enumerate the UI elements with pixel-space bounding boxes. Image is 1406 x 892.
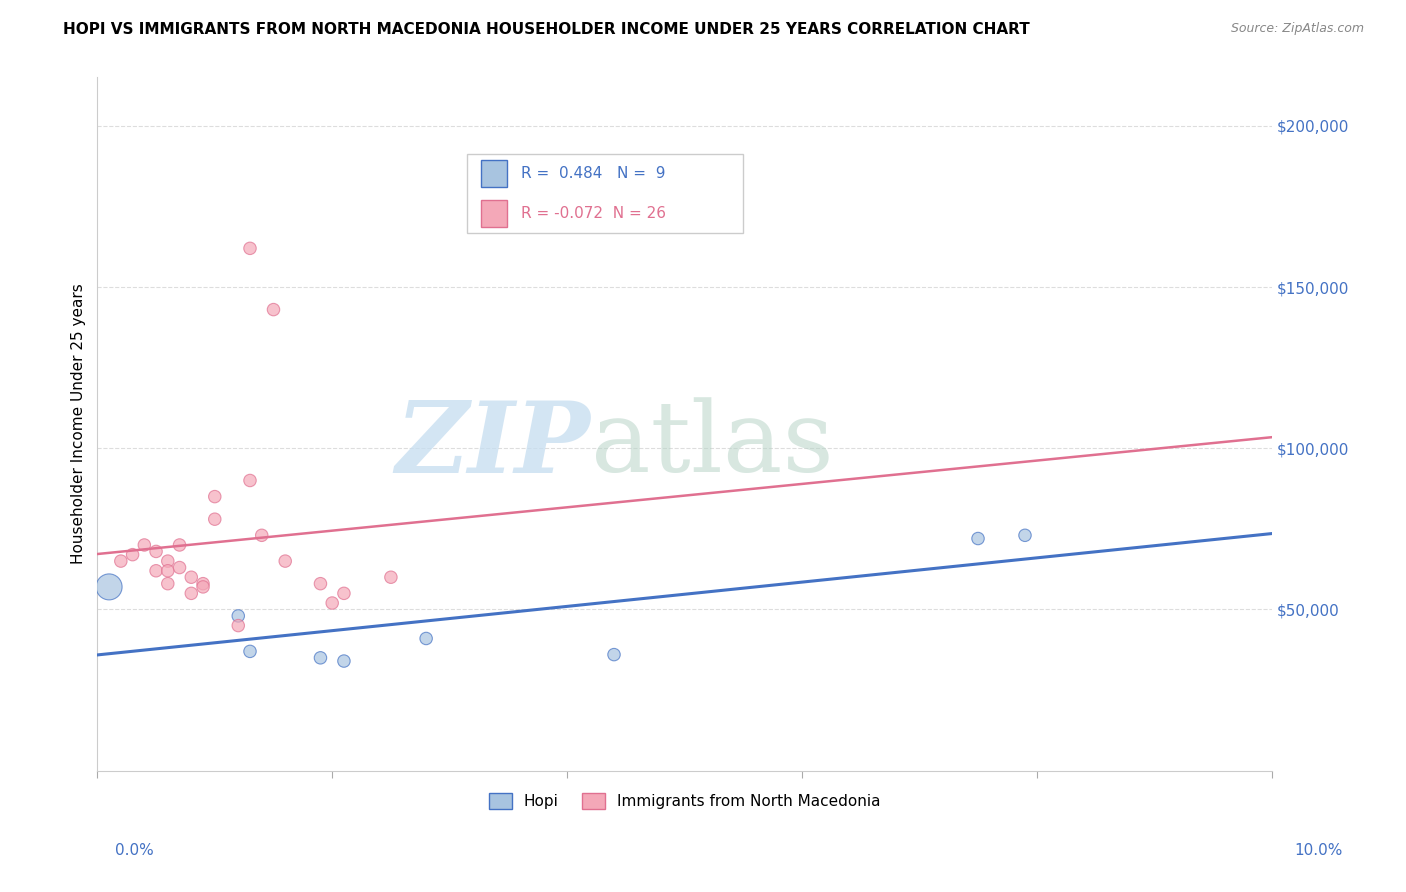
Point [239, 474, 262, 488]
Point [333, 586, 356, 600]
Point [169, 538, 191, 552]
Y-axis label: Householder Income Under 25 years: Householder Income Under 25 years [72, 284, 86, 565]
Text: R =  0.484   N =  9: R = 0.484 N = 9 [522, 166, 666, 181]
Point [145, 564, 167, 578]
Point [110, 554, 132, 568]
Point [169, 560, 191, 574]
Text: atlas: atlas [591, 397, 834, 492]
Point [380, 570, 402, 584]
Point [415, 632, 437, 646]
Point [191, 576, 214, 591]
Bar [481, 161, 508, 186]
Point [145, 544, 167, 558]
Point [603, 648, 626, 662]
Point [226, 608, 249, 623]
Point [333, 654, 356, 668]
Text: R = -0.072  N = 26: R = -0.072 N = 26 [522, 206, 666, 221]
Text: ZIP: ZIP [395, 397, 591, 493]
Point [226, 618, 249, 632]
Text: 10.0%: 10.0% [1295, 843, 1343, 858]
Point [1014, 528, 1036, 542]
Point [250, 528, 273, 542]
Point [309, 650, 332, 665]
Bar [481, 201, 508, 227]
Point [204, 512, 226, 526]
Text: 0.0%: 0.0% [115, 843, 155, 858]
Point [309, 576, 332, 591]
FancyBboxPatch shape [467, 153, 744, 234]
Text: Source: ZipAtlas.com: Source: ZipAtlas.com [1230, 22, 1364, 36]
Point [204, 490, 226, 504]
Point [967, 532, 990, 546]
Point [274, 554, 297, 568]
Point [263, 302, 285, 317]
Point [156, 554, 179, 568]
Point [98, 580, 121, 594]
Text: HOPI VS IMMIGRANTS FROM NORTH MACEDONIA HOUSEHOLDER INCOME UNDER 25 YEARS CORREL: HOPI VS IMMIGRANTS FROM NORTH MACEDONIA … [63, 22, 1031, 37]
Legend: Hopi, Immigrants from North Macedonia: Hopi, Immigrants from North Macedonia [482, 787, 886, 815]
Point [134, 538, 156, 552]
Point [239, 644, 262, 658]
Point [191, 580, 214, 594]
Point [121, 548, 143, 562]
Point [239, 241, 262, 255]
Point [156, 576, 179, 591]
Point [156, 564, 179, 578]
Point [321, 596, 343, 610]
Point [180, 570, 202, 584]
Point [180, 586, 202, 600]
